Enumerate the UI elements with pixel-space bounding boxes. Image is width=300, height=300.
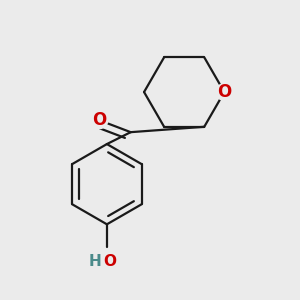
Text: H: H bbox=[89, 254, 102, 269]
Text: O: O bbox=[103, 254, 116, 269]
Text: O: O bbox=[92, 111, 106, 129]
Text: O: O bbox=[217, 83, 231, 101]
Circle shape bbox=[216, 84, 232, 100]
Circle shape bbox=[91, 112, 108, 129]
